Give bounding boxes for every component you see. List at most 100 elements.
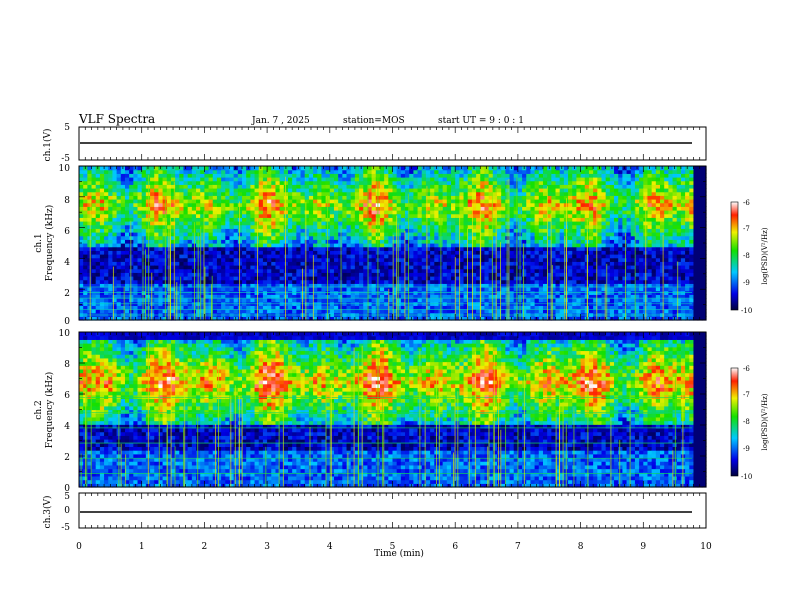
spectrogram-cell (170, 261, 176, 266)
spectrogram-cell (388, 228, 394, 233)
spectrogram-cell (413, 224, 419, 229)
spectrogram-cell (233, 276, 239, 281)
spectrogram-cell (179, 221, 185, 226)
spectrogram-cell (476, 184, 481, 189)
spectrogram-cell (246, 206, 251, 211)
spectrogram-cell (99, 210, 105, 215)
spectrogram-cell (396, 184, 402, 189)
spectrogram-cell (116, 279, 122, 284)
spectrogram-cell (150, 191, 155, 196)
spectrogram-cell (405, 210, 410, 215)
spectrogram-cell (154, 268, 160, 273)
spectrogram-cell (350, 213, 356, 218)
spectrogram-cell (196, 206, 201, 211)
spectrogram-cell (530, 199, 536, 204)
spectrogram-cell (501, 272, 506, 277)
spectrogram-cell (99, 272, 105, 277)
spectrogram-cell (350, 199, 356, 204)
spectrogram-cell (187, 235, 193, 240)
spectrogram-cell (476, 177, 481, 182)
spectrogram-cell (99, 261, 105, 266)
spectrogram-cell (530, 272, 536, 277)
spectrogram-cell (99, 246, 105, 251)
spectrogram-cell (141, 195, 147, 200)
spectrogram-cell (505, 298, 511, 303)
spectrogram-cell (463, 177, 469, 182)
spectrogram-cell (329, 239, 335, 244)
spectrogram-cell (501, 250, 506, 255)
spectrogram-cell (154, 287, 160, 292)
spectrogram-cell (104, 272, 109, 277)
spectrogram-cell (187, 228, 193, 233)
spectrogram-cell (271, 173, 277, 178)
spectrogram-cell (459, 246, 465, 251)
spectrogram-cell (459, 206, 465, 211)
spectrogram-cell (405, 191, 410, 196)
spectrogram-cell (442, 305, 448, 310)
spectrogram-cell (425, 177, 431, 182)
spectrogram-cell (275, 202, 281, 207)
spectrogram-cell (204, 287, 210, 292)
spectrogram-cell (91, 173, 97, 178)
spectrogram-cell (551, 309, 557, 314)
spectrogram-cell (325, 191, 331, 196)
spectrogram-cell (501, 239, 506, 244)
spectrogram-cell (346, 217, 352, 222)
spectrogram-cell (522, 261, 527, 266)
spectrogram-cell (530, 232, 536, 237)
spectrogram-cell (288, 243, 293, 248)
spectrogram-cell (488, 221, 494, 226)
spectrogram-cell (229, 268, 235, 273)
spectrogram-cell (451, 239, 456, 244)
spectrogram-cell (225, 257, 231, 262)
spectrogram-cell (204, 232, 210, 237)
spectrogram-cell (288, 239, 293, 244)
spectrogram-cell (170, 257, 176, 262)
spectrogram-cell (129, 188, 134, 193)
spectrogram-cell (313, 166, 318, 171)
spectrogram-cell (183, 250, 189, 255)
spectrogram-cell (476, 243, 481, 248)
spectrogram-cell (271, 191, 277, 196)
spectrogram-cell (99, 221, 105, 226)
spectrogram-cell (371, 217, 377, 222)
spectrogram-cell (170, 213, 176, 218)
spectrogram-cell (99, 268, 105, 273)
spectrogram-cell (505, 316, 511, 321)
spectrogram-cell (501, 177, 506, 182)
spectrogram-cell (308, 265, 314, 270)
spectrogram-cell (150, 184, 155, 189)
spectrogram-cell (129, 221, 134, 226)
spectrogram-cell (513, 191, 519, 196)
spectrogram-cell (166, 188, 172, 193)
spectrogram-cell (417, 232, 423, 237)
spectrogram-cell (430, 221, 435, 226)
spectrogram-cell (237, 305, 243, 310)
spectrogram-cell (333, 254, 339, 259)
spectrogram-cell (254, 265, 260, 270)
spectrogram-cell (534, 191, 540, 196)
spectrogram-cell (296, 243, 302, 248)
spectrogram-cell (359, 254, 364, 259)
spectrogram-cell (501, 257, 506, 262)
spectrogram-cell (497, 265, 502, 270)
spectrogram-cell (112, 294, 118, 299)
spectrogram-cell (526, 173, 532, 178)
spectrogram-cell (95, 279, 101, 284)
spectrogram-cell (267, 180, 272, 185)
spectrogram-cell (417, 298, 423, 303)
spectrogram-cell (517, 188, 523, 193)
spectrogram-cell (83, 287, 88, 292)
spectrogram-cell (513, 246, 519, 251)
spectrogram-cell (354, 243, 360, 248)
spectrogram-cell (542, 294, 548, 299)
spectrogram-cell (250, 276, 256, 281)
spectrogram-cell (459, 169, 465, 174)
spectrogram-cell (99, 316, 105, 321)
spectrogram-cell (317, 232, 323, 237)
spectrogram-cell (288, 221, 293, 226)
spectrogram-cell (534, 217, 540, 222)
spectrogram-cell (463, 235, 469, 240)
spectrogram-cell (271, 202, 277, 207)
spectrogram-cell (170, 210, 176, 215)
